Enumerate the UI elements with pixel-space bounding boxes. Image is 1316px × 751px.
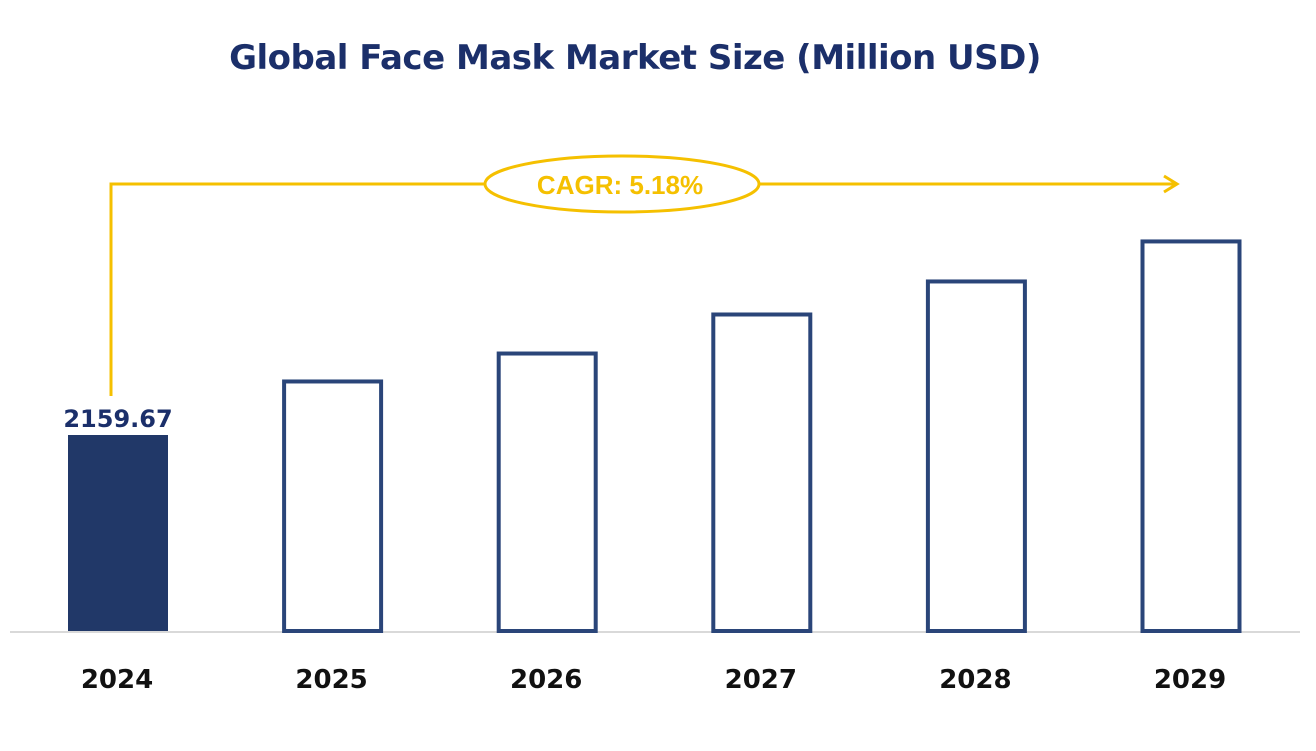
- arrow-head-icon: [1163, 174, 1180, 194]
- x-tick-label: 2024: [81, 665, 153, 695]
- cagr-arrow-line: [109, 182, 486, 396]
- bar-2028: [925, 279, 1027, 633]
- x-tick-label: 2026: [510, 665, 582, 695]
- data-label: 2159.67: [63, 405, 172, 433]
- x-tick-label: 2027: [725, 665, 797, 695]
- x-tick-label: 2029: [1154, 665, 1226, 695]
- bar-2027: [711, 312, 813, 633]
- cagr-label: CAGR: 5.18%: [537, 170, 703, 200]
- bar-2026: [496, 351, 598, 633]
- bar-2029: [1140, 239, 1242, 633]
- chart-title: Global Face Mask Market Size (Million US…: [229, 38, 1041, 78]
- x-tick-label: 2028: [939, 665, 1011, 695]
- bar-2024: [68, 435, 168, 631]
- x-tick-label: 2025: [295, 665, 367, 695]
- bar-2025: [282, 379, 384, 633]
- cagr-ellipse: [483, 154, 761, 214]
